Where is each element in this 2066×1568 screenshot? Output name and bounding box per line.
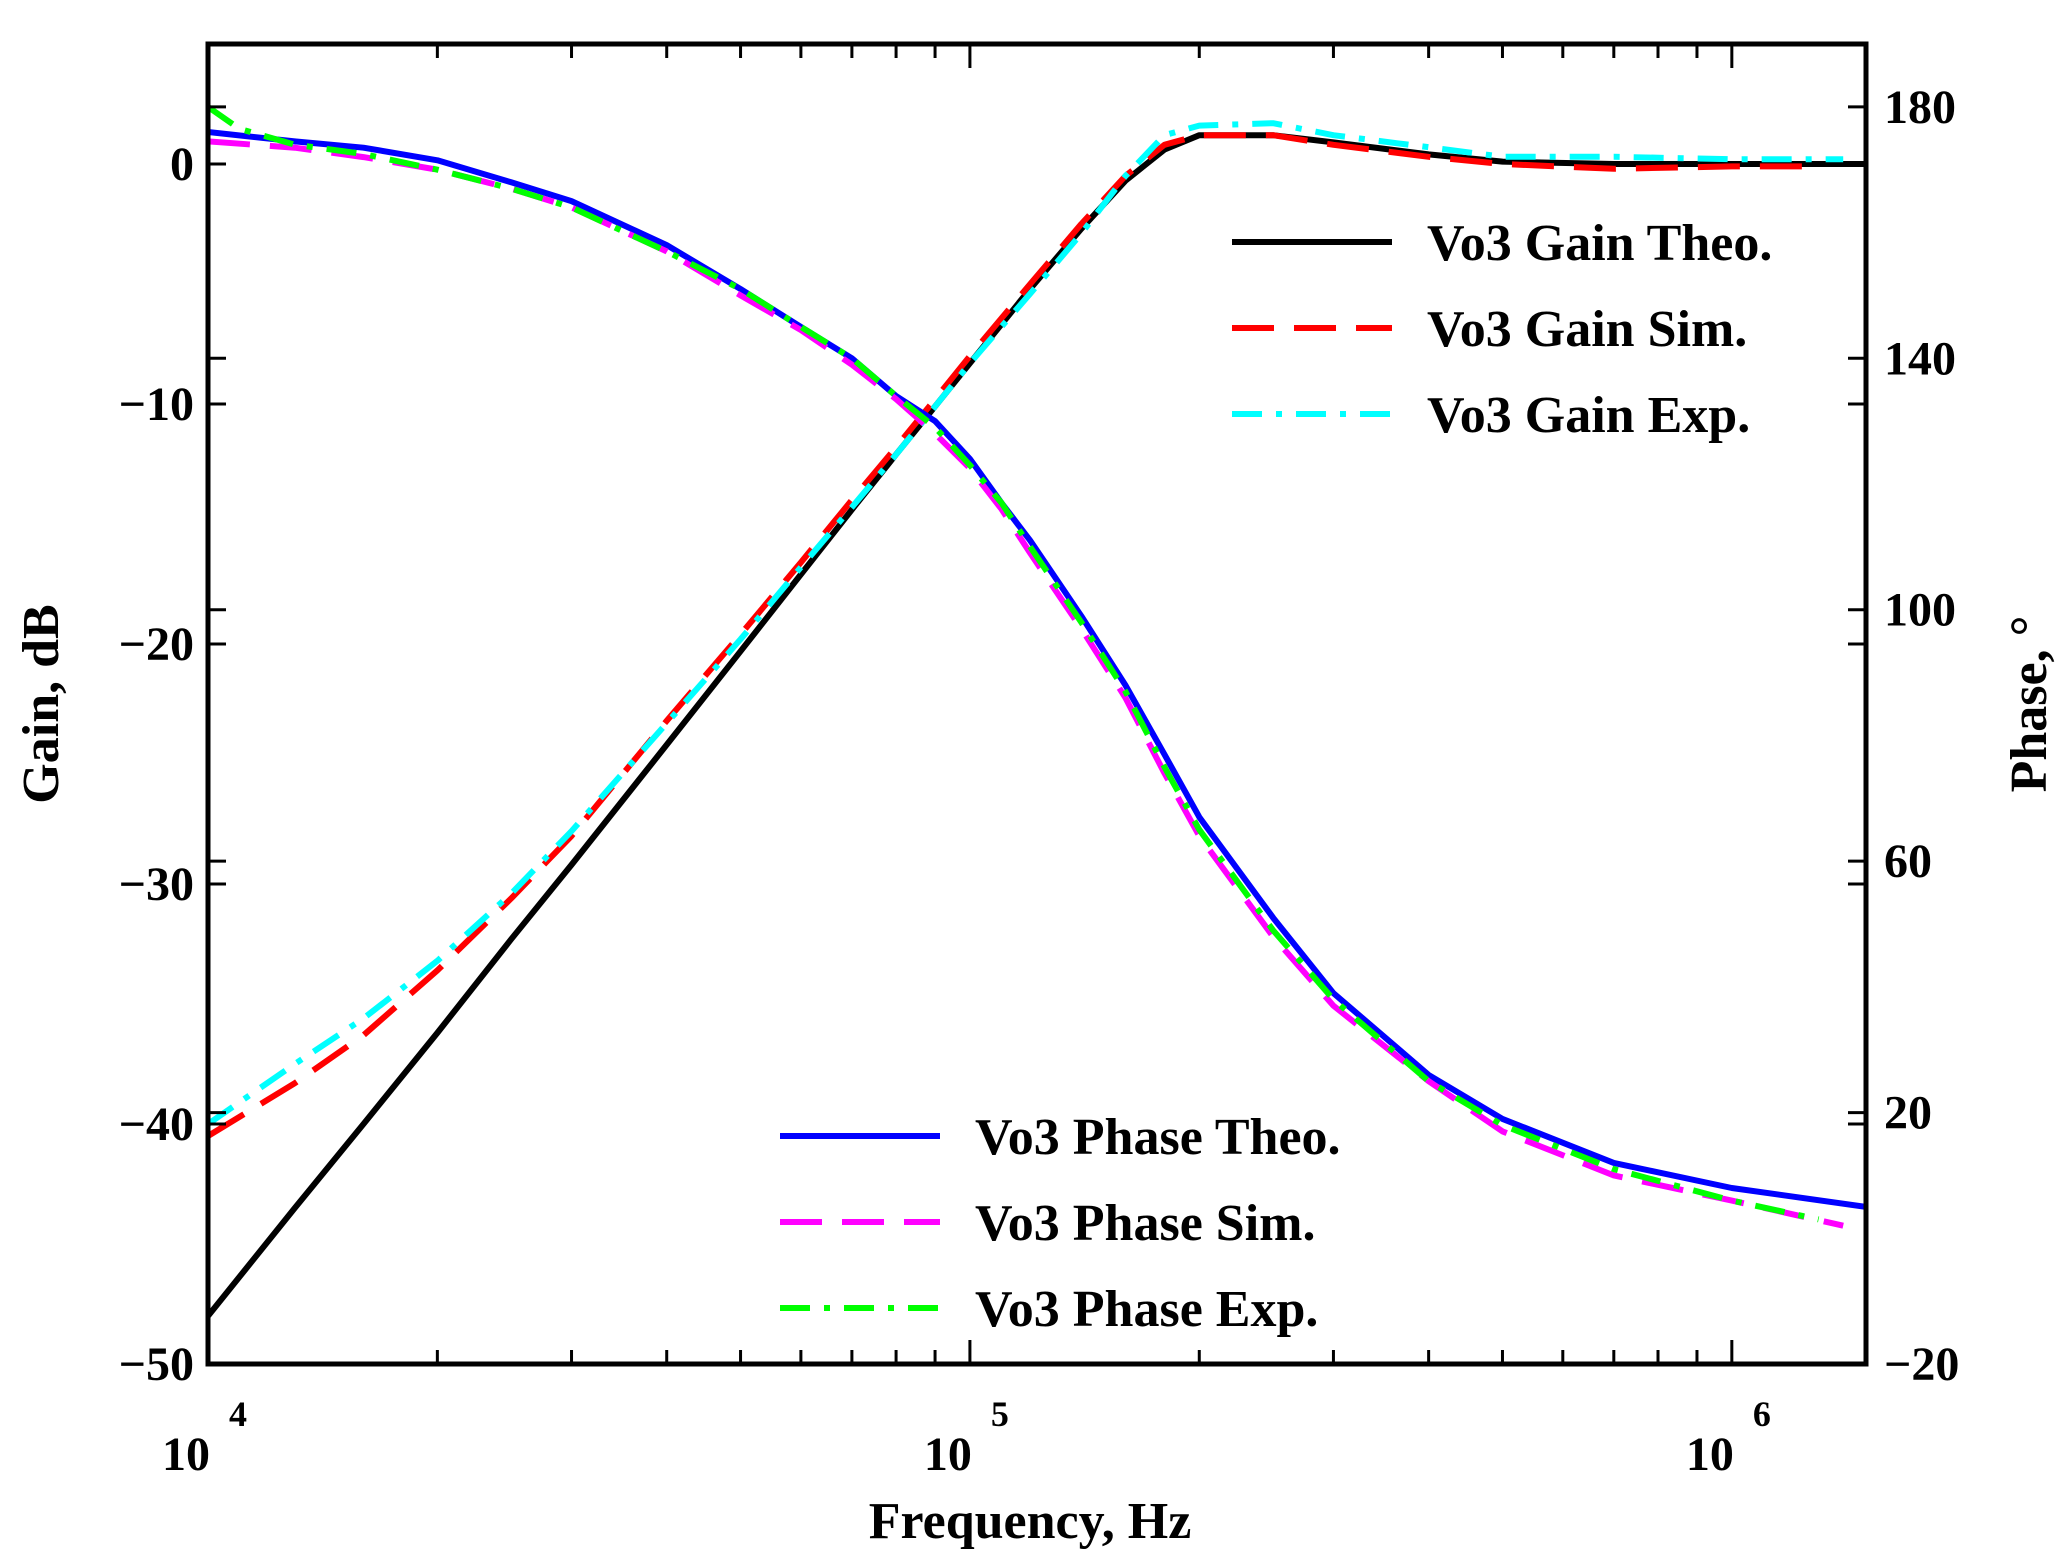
x-tick-label: 10 [1686, 1428, 1734, 1481]
y-tick-label: −50 [119, 1338, 194, 1391]
series-line-gain-sim [208, 132, 1819, 1139]
x-tick-label: 10 [162, 1428, 210, 1481]
y-tick-label: −10 [119, 378, 194, 431]
legend-label-phase-theo: Vo3 Phase Theo. [975, 1109, 1341, 1166]
y-tick-label: −40 [119, 1098, 194, 1151]
legend-label-gain-sim: Vo3 Gain Sim. [1427, 301, 1747, 358]
series-layer [208, 104, 1866, 1318]
series-line-phase-theo [208, 129, 1866, 1210]
legend-label-phase-sim: Vo3 Phase Sim. [975, 1195, 1315, 1252]
legend-label-gain-theo: Vo3 Gain Theo. [1427, 215, 1772, 272]
legend-phase: Vo3 Phase Theo. Vo3 Phase Sim. Vo3 Phase E… [780, 1109, 1341, 1338]
y2-tick-label: 100 [1884, 584, 1956, 637]
x-tick-label-exponent: 4 [229, 1394, 247, 1434]
x-axis-title: Frequency, Hz [869, 1493, 1192, 1550]
plot-frame [205, 41, 1869, 1367]
y2-axis-title: Phase, ° [2001, 616, 2058, 793]
y2-tick-label: 180 [1884, 81, 1956, 134]
y2-tick-label: 140 [1884, 332, 1956, 385]
x-tick-label-exponent: 5 [991, 1394, 1009, 1434]
legend-gain: Vo3 Gain Theo. Vo3 Gain Sim. Vo3 Gain Exp. [1232, 215, 1772, 444]
tick-layer [206, 44, 1866, 1366]
y2-tick-label: 20 [1884, 1087, 1932, 1140]
y-tick-label: −20 [119, 618, 194, 671]
legend-label-phase-exp: Vo3 Phase Exp. [975, 1281, 1318, 1338]
series-line-gain-exp [208, 120, 1844, 1127]
y-axis-title: Gain, dB [13, 604, 70, 803]
x-tick-label-exponent: 6 [1753, 1394, 1771, 1434]
y2-tick-label: 60 [1884, 835, 1932, 888]
y-tick-label: 0 [170, 138, 194, 191]
y-tick-label: −30 [119, 858, 194, 911]
label-layer: 0 −10 −20 −30 −40 −50 180 140 100 60 20 −20 10 4 10 5 10… [119, 81, 1960, 1481]
x-tick-label: 10 [924, 1428, 972, 1481]
y2-tick-label: −20 [1884, 1338, 1959, 1391]
legend-label-gain-exp: Vo3 Gain Exp. [1427, 387, 1750, 444]
series-line-phase-exp [208, 104, 1820, 1223]
